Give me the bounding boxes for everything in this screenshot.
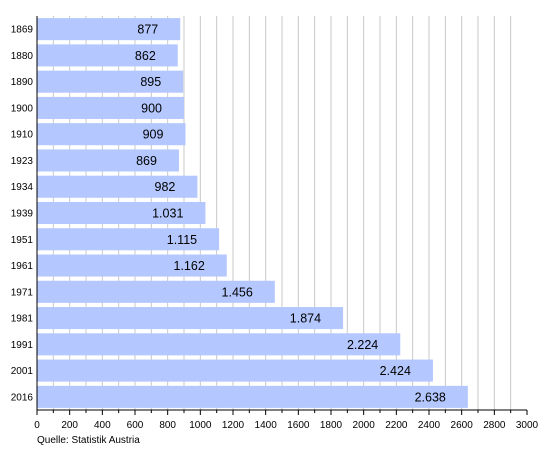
bar-1923 [37, 149, 179, 172]
value-label-1971: 1.456 [222, 285, 253, 299]
value-label-1991: 2.224 [347, 338, 378, 352]
category-label-2016: 2016 [11, 392, 34, 403]
bar-1951 [37, 228, 220, 251]
value-label-1981: 1.874 [290, 312, 321, 326]
x-tick-label-2000: 2000 [353, 420, 376, 431]
x-tick-label-2400: 2400 [418, 420, 441, 431]
category-label-1939: 1939 [11, 209, 34, 220]
value-label-1869: 877 [137, 23, 158, 37]
value-label-1961: 1.162 [174, 259, 205, 273]
bar-1991 [37, 333, 401, 356]
bar-2001 [37, 359, 433, 382]
x-tick-label-400: 400 [94, 420, 111, 431]
value-label-1900: 900 [141, 101, 162, 115]
value-label-2001: 2.424 [380, 364, 411, 378]
bar-1869 [37, 18, 181, 41]
bar-2016 [37, 385, 468, 408]
x-tick-label-1000: 1000 [189, 420, 212, 431]
x-tick-label-1800: 1800 [320, 420, 343, 431]
x-tick-label-1400: 1400 [255, 420, 278, 431]
bar-1934 [37, 175, 198, 198]
category-label-2001: 2001 [11, 366, 34, 377]
x-tick-label-800: 800 [159, 420, 176, 431]
source-note: Quelle: Statistik Austria [37, 435, 140, 446]
x-tick-label-1200: 1200 [222, 420, 245, 431]
category-label-1991: 1991 [11, 340, 34, 351]
value-label-1939: 1.031 [152, 207, 183, 221]
value-label-2016: 2.638 [415, 390, 446, 404]
bar-1910 [37, 123, 186, 146]
value-label-1880: 862 [135, 49, 156, 63]
bar-1939 [37, 201, 206, 225]
category-label-1880: 1880 [11, 51, 34, 62]
value-label-1910: 909 [143, 128, 164, 142]
bar-1971 [37, 280, 275, 303]
category-label-1890: 1890 [11, 77, 34, 88]
category-label-1923: 1923 [11, 156, 34, 167]
x-tick-label-2600: 2600 [451, 420, 474, 431]
x-tick-label-2800: 2800 [483, 420, 506, 431]
x-tick-label-2200: 2200 [385, 420, 408, 431]
bar-1880 [37, 44, 178, 67]
category-label-1900: 1900 [11, 103, 34, 114]
value-label-1923: 869 [136, 154, 157, 168]
category-label-1934: 1934 [11, 182, 34, 193]
value-label-1890: 895 [140, 75, 161, 89]
bar-1890 [37, 70, 184, 93]
x-tick-label-0: 0 [34, 420, 40, 431]
value-label-1934: 982 [155, 180, 176, 194]
value-label-1951: 1.115 [167, 233, 197, 247]
x-tick-label-200: 200 [61, 420, 78, 431]
bar-1900 [37, 96, 184, 119]
x-tick-label-600: 600 [127, 420, 144, 431]
category-label-1910: 1910 [11, 130, 34, 141]
category-label-1981: 1981 [11, 314, 34, 325]
category-label-1869: 1869 [11, 25, 34, 36]
category-label-1951: 1951 [11, 235, 34, 246]
bar-1981 [37, 307, 344, 330]
category-label-1961: 1961 [11, 261, 34, 272]
x-tick-label-3000: 3000 [516, 420, 539, 431]
category-label-1971: 1971 [11, 287, 34, 298]
x-tick-label-1600: 1600 [287, 420, 310, 431]
bar-1961 [37, 254, 227, 277]
